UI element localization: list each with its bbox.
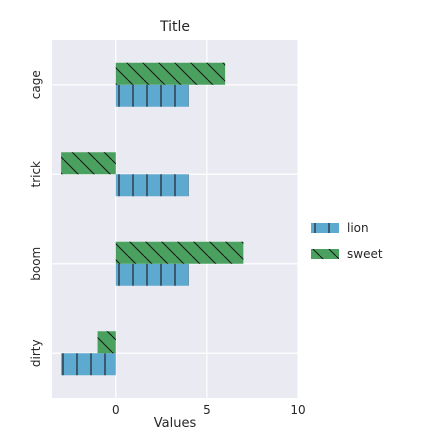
bar-hatch-sweet-cage (115, 62, 226, 85)
y-tick-label-trick: trick (29, 161, 43, 188)
y-tick-label-dirty: dirty (29, 339, 43, 367)
x-tick-label-10: 10 (290, 403, 305, 417)
y-tick-label-boom: boom (29, 247, 43, 281)
tick-labels: 0 5 10 dirty boom trick cage (29, 70, 306, 417)
legend-label-sweet: sweet (347, 247, 383, 261)
bar-hatch-lion-cage (115, 84, 189, 107)
legend-swatch-sweet-hatch (311, 249, 339, 259)
legend-label-lion: lion (347, 221, 369, 235)
legend-swatch-lion-hatch (311, 223, 339, 233)
bars-group (61, 62, 244, 376)
x-axis-label: Values (154, 416, 197, 431)
x-tick-label-0: 0 (112, 403, 120, 417)
bar-hatch-sweet-boom (115, 241, 244, 264)
legend-item-lion: lion (311, 221, 369, 235)
bar-hatch-sweet-dirty (97, 331, 116, 354)
bar-hatch-lion-boom (115, 263, 189, 286)
bar-hatch-lion-dirty (61, 353, 116, 376)
legend: lion sweet (311, 221, 383, 261)
x-tick-label-5: 5 (203, 403, 211, 417)
bar-hatch-sweet-trick (61, 152, 116, 175)
bar-hatch-lion-trick (115, 174, 189, 197)
y-tick-label-cage: cage (29, 70, 43, 99)
legend-item-sweet: sweet (311, 247, 383, 261)
chart-title: Title (159, 19, 190, 35)
